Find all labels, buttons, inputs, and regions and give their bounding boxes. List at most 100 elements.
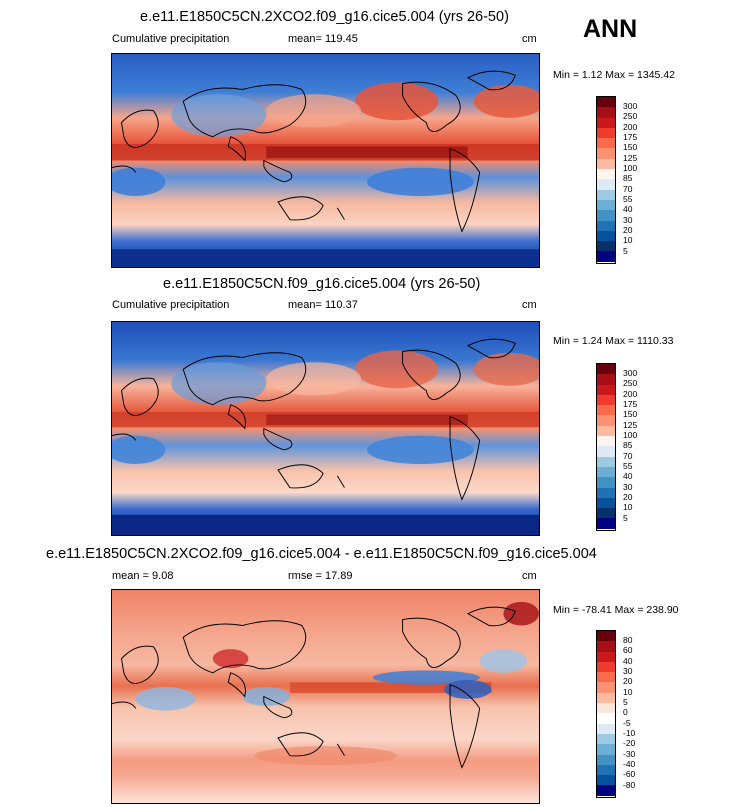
panel-1-title: e.e11.E1850C5CN.2XCO2.f09_g16.cice5.004 … — [140, 9, 509, 25]
colorbar-tick: 5 — [623, 513, 628, 523]
colorbar-tick: 150 — [623, 409, 638, 419]
colorbar-swatch — [597, 169, 615, 180]
colorbar-swatch — [597, 487, 615, 498]
colorbar-tick: -80 — [623, 780, 636, 790]
panel-1-minmax: Min = 1.12 Max = 1345.42 — [553, 69, 675, 81]
colorbar-swatch — [597, 497, 615, 509]
panel-3-minmax: Min = -78.41 Max = 238.90 — [553, 604, 679, 616]
colorbar-tick: 200 — [623, 122, 638, 132]
colorbar-tick: 0 — [623, 707, 628, 717]
colorbar-tick: -20 — [623, 738, 636, 748]
colorbar-swatch — [597, 682, 615, 693]
panel-1-map — [111, 53, 540, 268]
panel-3-units: cm — [522, 570, 537, 582]
colorbar-swatch — [597, 723, 615, 734]
colorbar-tick: 10 — [623, 235, 633, 245]
colorbar-swatch — [597, 127, 615, 139]
colorbar-swatch — [597, 641, 615, 652]
colorbar-tick: 250 — [623, 378, 638, 388]
colorbar-tick: 150 — [623, 142, 638, 152]
colorbar-tick: -40 — [623, 759, 636, 769]
season-label: ANN — [583, 15, 638, 43]
colorbar-swatch — [597, 415, 615, 426]
colorbar-swatch — [597, 477, 615, 488]
colorbar-tick: 80 — [623, 635, 633, 645]
colorbar-swatch — [597, 179, 615, 190]
panel-3-mean-label: mean = 9.08 — [112, 570, 174, 582]
colorbar-swatch — [597, 394, 615, 406]
panel-2-mean-label: mean= 110.37 — [288, 299, 358, 311]
colorbar-tick: -30 — [623, 749, 636, 759]
panel-1-mean-label: mean= 119.45 — [288, 33, 358, 45]
colorbar-swatch — [597, 158, 615, 170]
panel-2-variable-label: Cumulative precipitation — [112, 299, 230, 311]
colorbar-tick: 70 — [623, 184, 633, 194]
colorbar-swatch — [597, 744, 615, 755]
panel-1-colorbar — [596, 96, 616, 264]
colorbar-swatch — [597, 425, 615, 437]
panel-1-variable-label: Cumulative precipitation — [112, 33, 230, 45]
colorbar-swatch — [597, 785, 615, 796]
colorbar-tick: 300 — [623, 368, 638, 378]
colorbar-swatch — [597, 661, 615, 673]
colorbar-swatch — [597, 384, 615, 395]
colorbar-swatch — [597, 220, 615, 231]
colorbar-tick: 20 — [623, 492, 633, 502]
colorbar-tick: 125 — [623, 153, 638, 163]
colorbar-tick: 40 — [623, 204, 633, 214]
colorbar-swatch — [597, 518, 615, 529]
colorbar-swatch — [597, 189, 615, 200]
colorbar-tick: 200 — [623, 389, 638, 399]
colorbar-tick: 5 — [623, 246, 628, 256]
colorbar-swatch — [597, 508, 615, 519]
colorbar-swatch — [597, 672, 615, 683]
colorbar-swatch — [597, 703, 615, 714]
colorbar-swatch — [597, 241, 615, 252]
colorbar-tick: 100 — [623, 430, 638, 440]
colorbar-swatch — [597, 436, 615, 447]
colorbar-tick: 55 — [623, 461, 633, 471]
colorbar-swatch — [597, 692, 615, 704]
colorbar-tick: -60 — [623, 769, 636, 779]
colorbar-tick: 175 — [623, 132, 638, 142]
colorbar-tick: 300 — [623, 101, 638, 111]
panel-2-minmax: Min = 1.24 Max = 1110.33 — [553, 335, 674, 347]
panel-1-units: cm — [522, 33, 537, 45]
panel-3-title: e.e11.E1850C5CN.2XCO2.f09_g16.cice5.004 … — [46, 546, 597, 562]
colorbar-tick: -10 — [623, 728, 636, 738]
colorbar-tick: 40 — [623, 471, 633, 481]
colorbar-swatch — [597, 251, 615, 262]
colorbar-tick: 5 — [623, 697, 628, 707]
colorbar-swatch — [597, 456, 615, 467]
colorbar-tick: 125 — [623, 420, 638, 430]
colorbar-tick: 40 — [623, 656, 633, 666]
colorbar-swatch — [597, 631, 615, 642]
colorbar-swatch — [597, 199, 615, 211]
colorbar-swatch — [597, 754, 615, 765]
colorbar-tick: 60 — [623, 645, 633, 655]
colorbar-swatch — [597, 775, 615, 786]
colorbar-tick: 20 — [623, 676, 633, 686]
colorbar-tick: 85 — [623, 440, 633, 450]
colorbar-swatch — [597, 405, 615, 416]
colorbar-swatch — [597, 713, 615, 724]
panel-2-map — [111, 321, 540, 536]
colorbar-swatch — [597, 466, 615, 478]
colorbar-tick: 30 — [623, 482, 633, 492]
colorbar-tick: -5 — [623, 718, 631, 728]
colorbar-tick: 30 — [623, 666, 633, 676]
colorbar-tick: 30 — [623, 215, 633, 225]
colorbar-swatch — [597, 97, 615, 108]
colorbar-swatch — [597, 107, 615, 118]
colorbar-tick: 70 — [623, 451, 633, 461]
panel-3-rmse-label: rmse = 17.89 — [288, 570, 353, 582]
panel-2-colorbar — [596, 363, 616, 531]
colorbar-tick: 10 — [623, 502, 633, 512]
colorbar-tick: 85 — [623, 173, 633, 183]
colorbar-tick: 250 — [623, 111, 638, 121]
panel-3-map — [111, 589, 540, 804]
panel-2-title: e.e11.E1850C5CN.f09_g16.cice5.004 (yrs 2… — [163, 276, 481, 292]
panel-2-units: cm — [522, 299, 537, 311]
colorbar-swatch — [597, 733, 615, 745]
colorbar-tick: 20 — [623, 225, 633, 235]
